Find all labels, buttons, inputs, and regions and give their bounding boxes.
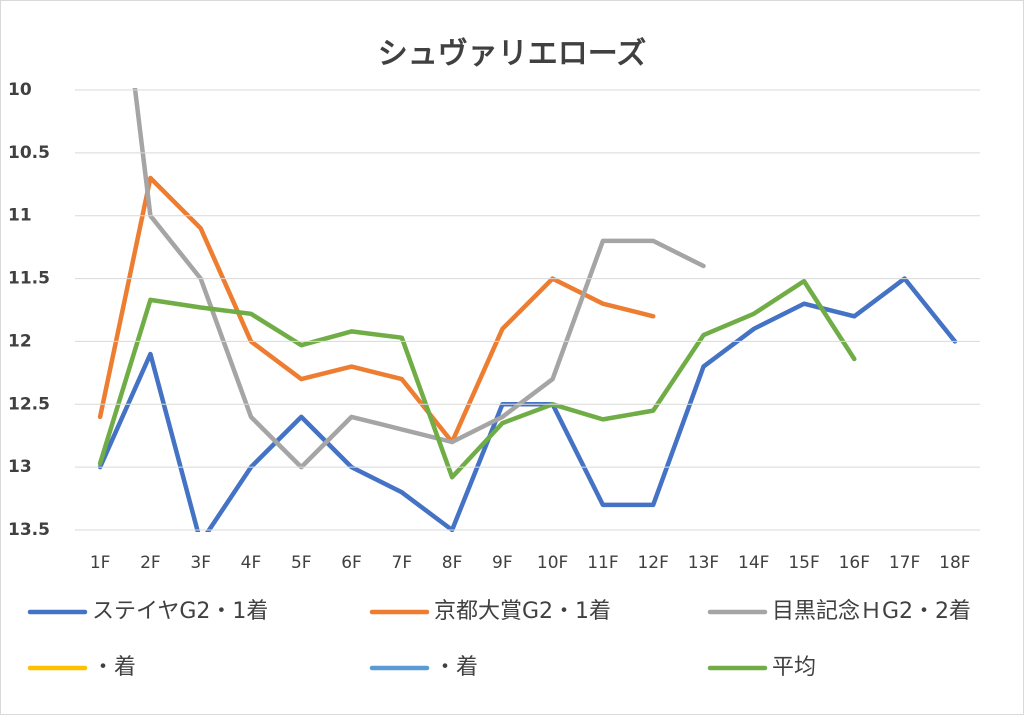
x-tick-label: 15F	[788, 553, 819, 573]
y-tick-label: 12.5	[8, 394, 50, 414]
legend-label: ステイヤG2・1着	[92, 599, 268, 624]
x-tick-label: 8F	[442, 553, 463, 573]
x-tick-label: 3F	[190, 553, 211, 573]
x-tick-label: 10F	[537, 553, 568, 573]
y-tick-label: 11.5	[8, 269, 50, 289]
y-tick-label: 13	[8, 457, 32, 477]
x-tick-label: 16F	[839, 553, 870, 573]
y-tick-label: 10	[8, 80, 32, 100]
x-tick-label: 12F	[637, 553, 668, 573]
legend-label: 平均	[772, 655, 816, 680]
y-tick-label: 10.5	[8, 143, 50, 163]
x-tick-label: 18F	[939, 553, 970, 573]
x-tick-label: 17F	[889, 553, 920, 573]
legend-label: ・着	[92, 655, 136, 680]
chart-title: シュヴァリエローズ	[378, 37, 647, 72]
series-line	[97, 278, 857, 480]
x-tick-label: 11F	[587, 553, 618, 573]
y-tick-label: 11	[8, 206, 32, 226]
x-tick-label: 7F	[392, 553, 413, 573]
x-tick-label: 1F	[90, 553, 111, 573]
legend-label: 京都大賞G2・1着	[434, 599, 611, 624]
x-tick-label: 13F	[688, 553, 719, 573]
y-tick-label: 12	[8, 331, 32, 351]
legend-label: 目黒記念ＨG2・2着	[772, 599, 971, 624]
x-tick-label: 14F	[738, 553, 769, 573]
series-line	[97, 175, 656, 445]
x-tick-label: 6F	[341, 553, 362, 573]
x-tick-label: 5F	[291, 553, 312, 573]
x-tick-label: 9F	[492, 553, 513, 573]
y-tick-label: 13.5	[8, 520, 50, 540]
x-tick-label: 2F	[140, 553, 161, 573]
legend-label: ・着	[434, 655, 478, 680]
x-tick-label: 4F	[241, 553, 262, 573]
